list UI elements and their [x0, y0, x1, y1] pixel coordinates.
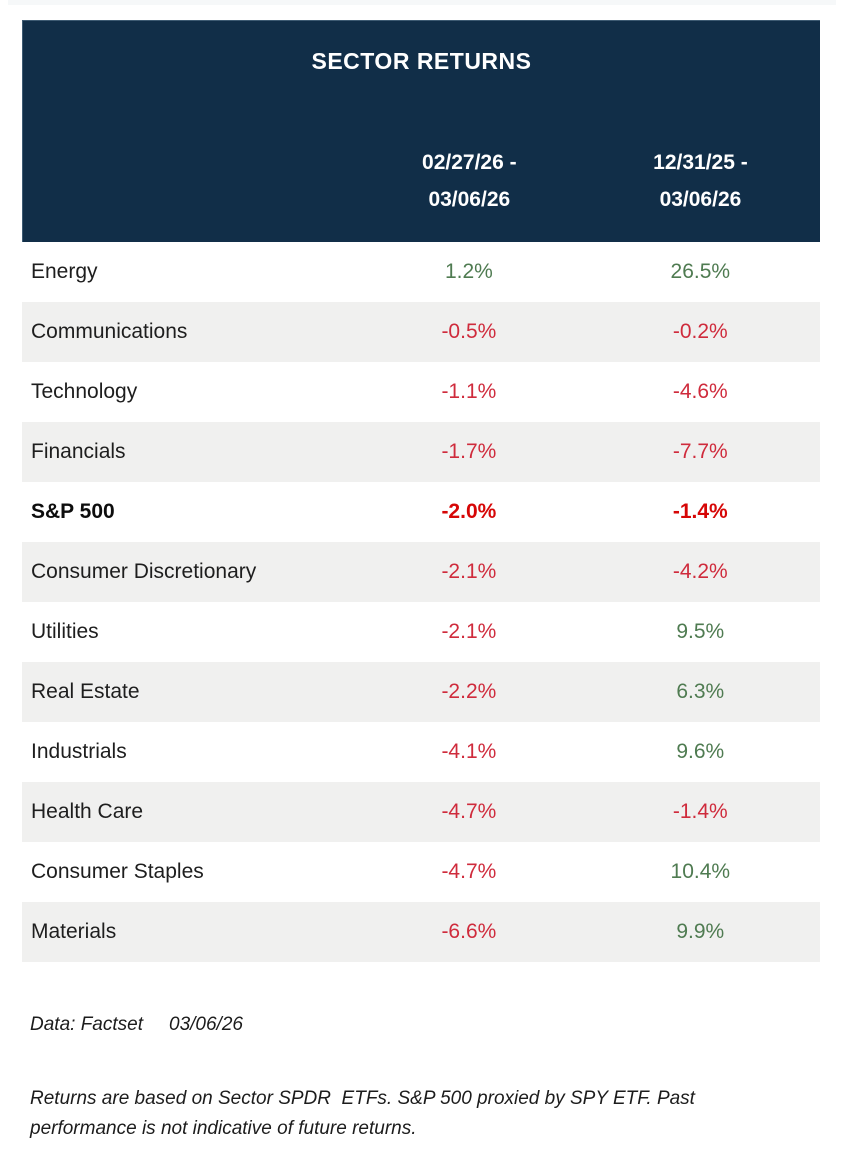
table-row: Materials -6.6% 9.9% [22, 902, 820, 962]
return-week: 1.2% [444, 260, 493, 283]
return-week: -0.5% [441, 320, 497, 343]
sector-label: Utilities [31, 620, 99, 643]
return-week: -2.1% [441, 560, 497, 583]
sector-label: Energy [31, 260, 98, 283]
sector-label: Materials [31, 920, 117, 943]
column-headers: 02/27/26 - 03/06/26 12/31/25 - 03/06/26 [23, 144, 820, 218]
column-header-week: 02/27/26 - 03/06/26 [422, 151, 517, 211]
table-row: Financials -1.7% -7.7% [22, 422, 820, 482]
disclaimer-text: Returns are based on Sector SPDR ETFs. S… [30, 1088, 701, 1139]
return-ytd: -1.4% [672, 500, 728, 523]
top-edge-artifact [8, 0, 836, 5]
return-week: -6.6% [441, 920, 497, 943]
sector-label: S&P 500 [31, 500, 115, 523]
table-row: Real Estate -2.2% 6.3% [22, 662, 820, 722]
return-week: -2.2% [441, 680, 497, 703]
return-ytd: 10.4% [670, 860, 731, 883]
table-row: Utilities -2.1% 9.5% [22, 602, 820, 662]
return-ytd: -1.4% [672, 800, 728, 823]
table-title: SECTOR RETURNS [311, 48, 532, 74]
data-source-note: Data: Factset 03/06/26 [30, 1014, 243, 1036]
return-ytd: 9.9% [676, 920, 725, 943]
column-header-spacer [23, 144, 358, 218]
return-ytd: 9.6% [676, 740, 725, 763]
return-ytd: -7.7% [672, 440, 728, 463]
return-week: -1.1% [441, 380, 497, 403]
sector-label: Consumer Staples [31, 860, 204, 883]
return-week: -2.0% [441, 500, 497, 523]
table-row: Energy 1.2% 26.5% [22, 242, 820, 302]
return-week: -2.1% [441, 620, 497, 643]
return-week: -4.7% [441, 860, 497, 883]
column-header-ytd: 12/31/25 - 03/06/26 [653, 151, 748, 211]
sector-label: Real Estate [31, 680, 140, 703]
return-week: -4.7% [441, 800, 497, 823]
data-source-label: Data: Factset [30, 1014, 143, 1035]
return-week: -1.7% [441, 440, 497, 463]
return-ytd: 6.3% [676, 680, 725, 703]
sector-label: Technology [31, 380, 138, 403]
table-row: Consumer Staples -4.7% 10.4% [22, 842, 820, 902]
table-row: Health Care -4.7% -1.4% [22, 782, 820, 842]
table-body: Energy 1.2% 26.5% Communications -0.5% -… [22, 242, 820, 962]
sector-returns-card: SECTOR RETURNS 02/27/26 - 03/06/26 12/31… [22, 20, 820, 962]
return-ytd: 26.5% [670, 260, 731, 283]
table-row: Industrials -4.1% 9.6% [22, 722, 820, 782]
sector-label: Consumer Discretionary [31, 560, 257, 583]
sector-label: Health Care [31, 800, 144, 823]
table-row: Communications -0.5% -0.2% [22, 302, 820, 362]
return-ytd: -4.6% [672, 380, 728, 403]
table-row-sp500: S&P 500 -2.0% -1.4% [22, 482, 820, 542]
return-ytd: -4.2% [672, 560, 728, 583]
table-row: Technology -1.1% -4.6% [22, 362, 820, 422]
return-ytd: -0.2% [672, 320, 728, 343]
sector-label: Financials [31, 440, 126, 463]
table-header: SECTOR RETURNS 02/27/26 - 03/06/26 12/31… [22, 20, 820, 242]
data-source-date: 03/06/26 [169, 1014, 243, 1035]
return-week: -4.1% [441, 740, 497, 763]
return-ytd: 9.5% [676, 620, 725, 643]
sector-label: Communications [31, 320, 188, 343]
sector-label: Industrials [31, 740, 127, 763]
table-row: Consumer Discretionary -2.1% -4.2% [22, 542, 820, 602]
